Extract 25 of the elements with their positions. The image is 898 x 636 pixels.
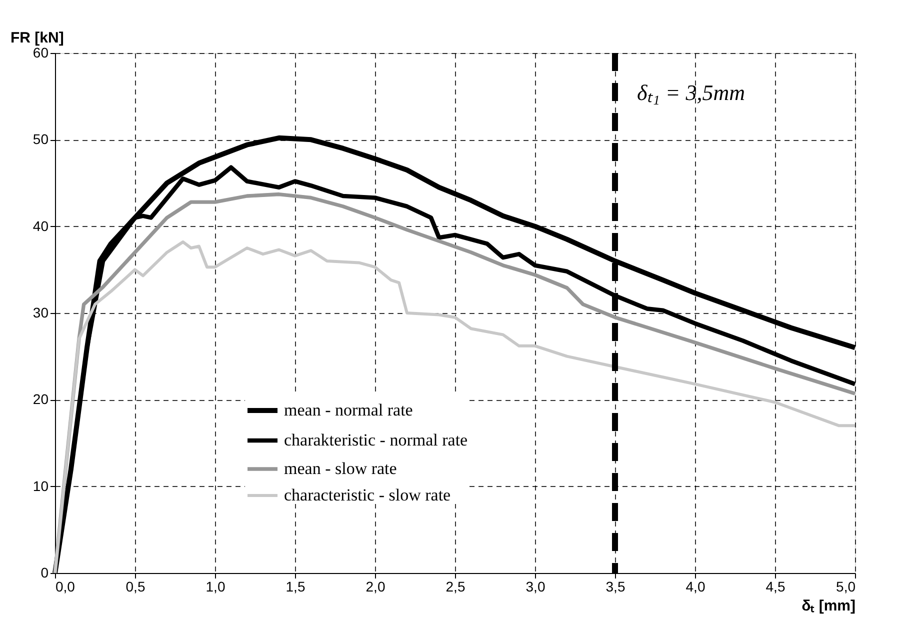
legend-label: charakteristic - normal rate bbox=[284, 430, 468, 450]
x-tick-label: 0,5 bbox=[126, 578, 146, 594]
x-tick-label: 3,5 bbox=[606, 578, 626, 594]
y-tick-label: 20 bbox=[32, 391, 49, 408]
x-tick-label: 2,0 bbox=[366, 578, 386, 594]
ref-line-label: δₜ₁ = 3,5mm bbox=[637, 80, 745, 105]
y-tick-label: 40 bbox=[32, 218, 49, 234]
x-tick-label: 5,0 bbox=[836, 578, 856, 594]
x-tick-label: 1,0 bbox=[206, 578, 226, 594]
legend-label: mean - slow rate bbox=[284, 459, 397, 478]
x-tick-label: 0,0 bbox=[56, 578, 76, 594]
x-tick-label: 1,5 bbox=[286, 578, 306, 594]
x-tick-label: 4,5 bbox=[766, 578, 786, 594]
y-tick-label: 30 bbox=[32, 304, 49, 320]
x-tick-label: 4,0 bbox=[686, 578, 706, 594]
y-axis-title: FR [kN] bbox=[10, 30, 64, 46]
y-tick-label: 60 bbox=[32, 44, 49, 60]
x-tick-label: 3,0 bbox=[526, 578, 546, 594]
legend-label: characteristic - slow rate bbox=[284, 486, 451, 504]
x-axis-title: δₜ [mm] bbox=[802, 598, 856, 614]
legend-label: mean - normal rate bbox=[284, 400, 413, 420]
x-tick-label: 2,5 bbox=[446, 578, 466, 594]
y-tick-label: 0 bbox=[40, 564, 49, 580]
y-tick-label: 10 bbox=[32, 478, 49, 494]
y-tick-label: 50 bbox=[32, 131, 49, 148]
